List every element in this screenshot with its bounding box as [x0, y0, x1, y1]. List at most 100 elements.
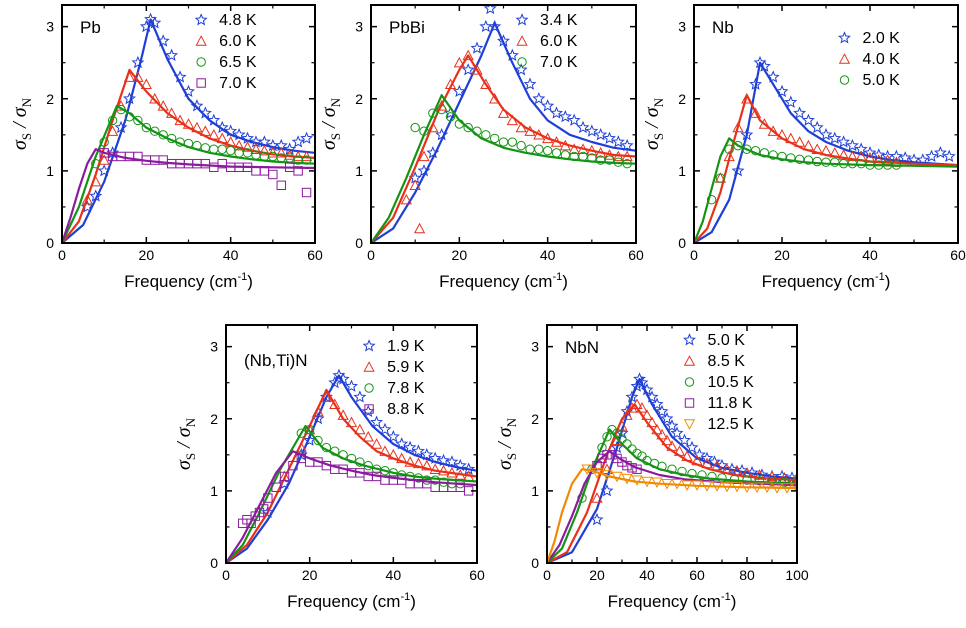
x-tick-label: 20 — [589, 567, 605, 583]
data-point — [413, 222, 426, 234]
data-point — [114, 120, 128, 134]
y-tick-label: 2 — [210, 411, 218, 427]
data-point — [731, 481, 743, 493]
x-tick-label: 40 — [639, 567, 655, 583]
chart-panel-3: 0 20 40 60 0 1 2 3 Frequency (cm-1) σS / σN (Nb,Ti… — [173, 324, 485, 611]
data-point — [604, 155, 615, 165]
data-point — [581, 464, 593, 476]
data-point — [617, 434, 627, 444]
data-point — [742, 144, 752, 154]
y-tick-label: 3 — [46, 19, 54, 35]
data-point — [417, 164, 431, 177]
data-point — [601, 463, 613, 474]
x-axis-label: Frequency (cm-1) — [762, 271, 891, 291]
data-point — [621, 473, 633, 485]
data-point — [602, 450, 612, 460]
panel-label: NbN — [565, 338, 599, 357]
data-point — [481, 130, 491, 140]
data-point — [889, 149, 903, 162]
data-point — [711, 459, 723, 471]
data-point — [336, 372, 350, 385]
fit-line — [547, 468, 797, 563]
data-point — [933, 146, 947, 159]
series-3 — [547, 450, 797, 563]
chart-panel-1: 0 20 40 60 0 1 2 3 Frequency (cm-1) σS / σN PbBi 3.… — [318, 4, 644, 291]
data-point — [697, 470, 707, 480]
data-point — [387, 448, 399, 460]
x-axis-label: Frequency (cm-1) — [124, 271, 253, 291]
data-point — [488, 19, 502, 33]
legend-label: 6.0 K — [540, 33, 578, 50]
fit-line — [226, 450, 477, 563]
data-point — [271, 482, 281, 492]
data-point — [480, 78, 492, 90]
data-point — [444, 78, 457, 90]
data-point — [635, 375, 649, 389]
data-point — [123, 91, 136, 105]
data-point — [607, 424, 617, 435]
data-point — [303, 433, 317, 446]
data-point — [830, 157, 840, 167]
legend-label: 5.0 K — [862, 72, 900, 89]
data-point — [781, 483, 793, 494]
data-point — [370, 415, 384, 428]
fit-line — [371, 21, 636, 243]
data-point — [191, 121, 203, 133]
data-point — [776, 128, 788, 140]
x-tick-label: 60 — [307, 247, 323, 263]
data-point — [636, 402, 648, 413]
x-tick-label: 100 — [785, 567, 809, 583]
data-point — [632, 448, 642, 459]
x-axis-label: Frequency (cm-1) — [608, 591, 737, 611]
data-point — [610, 440, 624, 454]
data-point — [293, 166, 303, 176]
data-point — [550, 106, 563, 119]
data-point — [597, 453, 607, 464]
legend-marker — [516, 35, 528, 46]
legend-label: 7.0 K — [219, 75, 257, 92]
legend-marker — [838, 31, 851, 44]
data-point — [412, 457, 425, 469]
data-point — [209, 144, 219, 154]
legend-label: 11.8 K — [708, 395, 753, 412]
y-axis-label: σS / σN — [9, 97, 34, 150]
data-point — [657, 461, 667, 472]
fit-line — [371, 54, 636, 243]
data-point — [576, 120, 590, 134]
data-point — [182, 84, 195, 98]
x-tick-label: 20 — [452, 247, 468, 263]
fit-line — [694, 61, 958, 243]
data-point — [670, 426, 684, 439]
x-axis-label: Frequency (cm-1) — [439, 271, 568, 291]
data-point — [631, 398, 643, 410]
data-point — [777, 151, 787, 162]
data-point — [370, 438, 383, 449]
data-point — [864, 152, 876, 163]
data-point — [514, 63, 528, 76]
data-point — [353, 390, 367, 403]
data-point — [437, 453, 450, 467]
data-point — [733, 140, 743, 151]
x-tick-label: 80 — [739, 567, 755, 583]
data-point — [148, 16, 162, 29]
legend: 4.8 K 6.0 K 6.5 K 7.0 K — [194, 12, 257, 92]
data-point — [637, 451, 647, 461]
legend-label: 8.8 K — [387, 401, 425, 418]
data-point — [600, 484, 614, 497]
data-point — [258, 144, 271, 156]
legend-label: 12.5 K — [708, 416, 755, 433]
y-tick-label: 0 — [355, 235, 363, 251]
data-point — [685, 440, 699, 454]
data-point — [745, 466, 759, 479]
legend-marker — [194, 13, 208, 26]
data-point — [452, 84, 466, 98]
data-point — [626, 402, 638, 413]
data-point — [421, 459, 433, 471]
data-point — [242, 148, 253, 158]
data-point — [667, 464, 677, 474]
data-point — [661, 434, 673, 446]
x-tick-label: 60 — [689, 567, 705, 583]
data-point — [711, 481, 723, 492]
data-point — [99, 137, 109, 147]
data-point — [731, 464, 743, 476]
